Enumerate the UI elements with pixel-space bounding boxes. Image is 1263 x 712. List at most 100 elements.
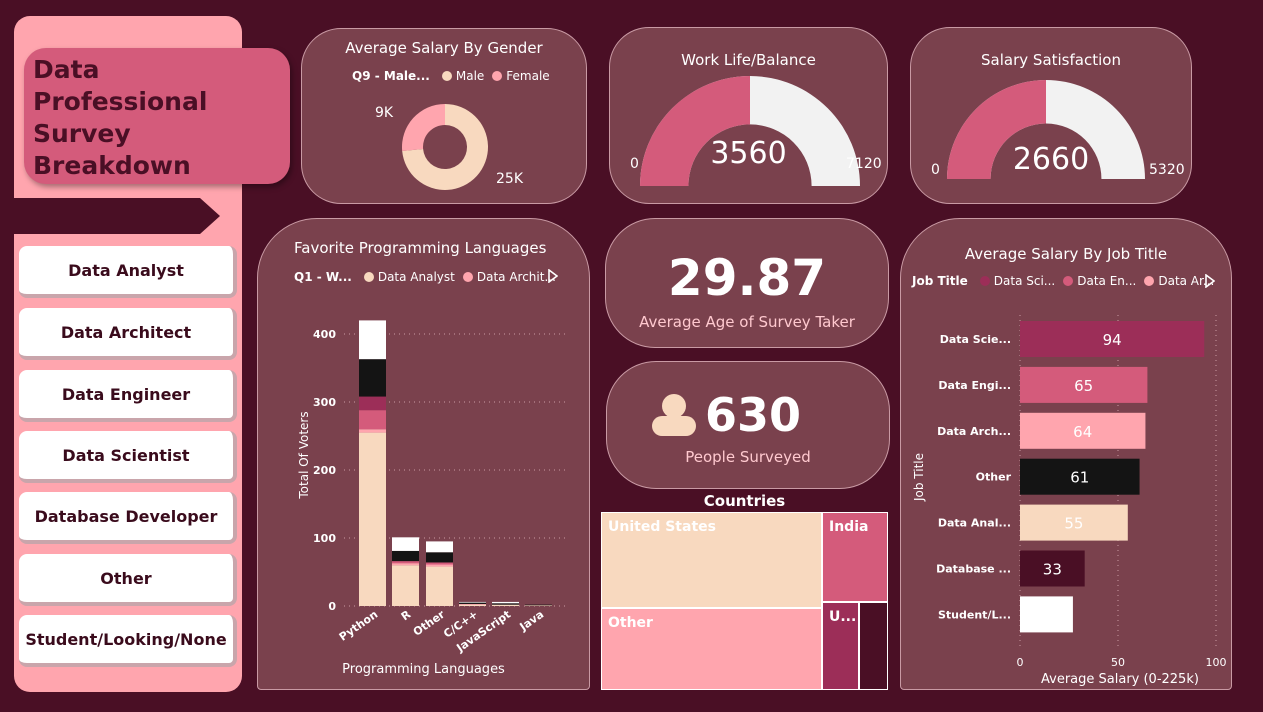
- y-tick-label: 400: [313, 328, 336, 341]
- treemap-tile-united-states[interactable]: United States: [601, 512, 822, 608]
- y-tick-label: 100: [313, 532, 336, 545]
- title-line: Professional: [33, 87, 208, 116]
- donut-label-male: 25K: [496, 171, 523, 187]
- bar[interactable]: [1020, 550, 1085, 587]
- bar[interactable]: [1020, 458, 1140, 495]
- gauge-fill: [640, 76, 750, 186]
- treemap-tile-india[interactable]: India: [822, 512, 888, 602]
- slicer-student[interactable]: Student/Looking/None: [19, 615, 237, 667]
- x-tick-label: R: [399, 608, 414, 624]
- y-axis-title: Total Of Voters: [297, 411, 311, 499]
- treemap-tile-u[interactable]: U...: [822, 602, 859, 690]
- legend-next-icon[interactable]: [1205, 274, 1215, 288]
- bar-segment[interactable]: [426, 541, 453, 553]
- slicer-data-scientist[interactable]: Data Scientist: [19, 431, 237, 483]
- bar[interactable]: [1020, 412, 1146, 449]
- data-label: 64: [1073, 423, 1092, 441]
- title-line: Data: [33, 55, 100, 84]
- card-title: Work Life/Balance: [681, 51, 816, 69]
- people-surveyed-value: 630: [705, 388, 802, 442]
- y-tick-label: Database ...: [936, 563, 1011, 576]
- card-title: Average Salary By Gender: [345, 39, 543, 57]
- legend-swatch: [1063, 276, 1074, 286]
- bar-segment[interactable]: [392, 563, 419, 566]
- treemap-tile-small[interactable]: [859, 602, 888, 690]
- bar-segment[interactable]: [492, 603, 519, 605]
- bar-segment[interactable]: [359, 432, 386, 606]
- bar-segment[interactable]: [359, 320, 386, 360]
- legend-item-female[interactable]: Female: [506, 69, 550, 83]
- bar-segment[interactable]: [359, 429, 386, 433]
- data-label: 55: [1064, 515, 1083, 533]
- people-surveyed-label: People Surveyed: [685, 448, 811, 466]
- person-icon: [652, 394, 696, 436]
- bar-segment[interactable]: [459, 603, 486, 605]
- legend-item[interactable]: Data Sci...: [993, 274, 1056, 288]
- legend-swatch: [363, 272, 374, 282]
- bar-segment[interactable]: [426, 552, 453, 563]
- bar[interactable]: [1020, 504, 1128, 541]
- legend-item-male[interactable]: Male: [455, 69, 485, 83]
- slicer-data-architect[interactable]: Data Architect: [19, 308, 237, 360]
- bar-segment[interactable]: [525, 604, 552, 606]
- countries-title: Countries: [703, 492, 786, 510]
- bar-segment[interactable]: [392, 565, 419, 606]
- dashboard-title: Data Professional Survey Breakdown: [24, 48, 290, 184]
- card-title: Salary Satisfaction: [981, 51, 1121, 69]
- bar-segment[interactable]: [426, 564, 453, 567]
- bar[interactable]: [1020, 366, 1148, 403]
- data-label: 65: [1074, 377, 1093, 395]
- treemap-tile-other[interactable]: Other: [601, 608, 822, 690]
- data-label: 33: [1043, 561, 1062, 579]
- gauge-min: 0: [931, 162, 940, 178]
- legend-item[interactable]: Data En...: [1077, 274, 1137, 288]
- bar[interactable]: [1020, 596, 1073, 633]
- card-title: Favorite Programming Languages: [294, 239, 547, 257]
- bar-segment[interactable]: [359, 396, 386, 411]
- bar-segment[interactable]: [459, 602, 486, 604]
- average-age-label: Average Age of Survey Taker: [639, 313, 855, 331]
- legend-item[interactable]: Data Archit...: [476, 270, 556, 284]
- donut-slice-male[interactable]: [402, 104, 488, 190]
- gauge-min: 0: [630, 156, 639, 172]
- bar-segment[interactable]: [359, 410, 386, 430]
- title-line: Breakdown: [33, 151, 191, 180]
- donut-slice-female[interactable]: [402, 104, 445, 151]
- bar-segment[interactable]: [459, 604, 486, 606]
- bar-segment[interactable]: [392, 537, 419, 551]
- legend-item[interactable]: Data Ar...: [1158, 274, 1215, 288]
- slicer-data-engineer[interactable]: Data Engineer: [19, 370, 237, 422]
- bar[interactable]: [1020, 321, 1205, 357]
- bar-segment[interactable]: [492, 601, 519, 604]
- y-axis-title: Job Title: [912, 453, 926, 502]
- bar-segment[interactable]: [426, 566, 453, 606]
- worklife-card: Work Life/Balance 3560 0 7120: [609, 27, 888, 204]
- slicer-other[interactable]: Other: [19, 554, 237, 606]
- x-tick-label: 0: [1017, 656, 1024, 669]
- x-axis-title: Average Salary (0-225k): [1041, 672, 1199, 687]
- salary-satisfaction-card: Salary Satisfaction 2660 0 5320: [910, 27, 1192, 204]
- y-tick-label: Data Arch...: [937, 425, 1011, 438]
- card-title: Average Salary By Job Title: [964, 245, 1168, 263]
- tile-label: Other: [608, 615, 653, 631]
- legend-swatch: [1144, 276, 1155, 286]
- legend-item[interactable]: Data Analyst: [377, 270, 455, 284]
- bar-segment[interactable]: [525, 605, 552, 606]
- x-tick-label: Other: [411, 607, 448, 638]
- languages-legend: Q1 - W... Data Analyst Data Archit...: [294, 270, 556, 284]
- legend-next-icon[interactable]: [548, 269, 558, 283]
- bar-segment[interactable]: [392, 561, 419, 564]
- bar-segment[interactable]: [492, 604, 519, 606]
- countries-treemap: United States India Other U...: [601, 512, 888, 690]
- bar-segment[interactable]: [426, 562, 453, 565]
- bar-segment[interactable]: [359, 359, 386, 397]
- legend-swatch: [462, 272, 473, 282]
- legend-title: Q9 - Male...: [352, 69, 430, 83]
- x-tick-label: Java: [517, 608, 547, 634]
- bar-segment[interactable]: [392, 550, 419, 562]
- bar-segment[interactable]: [459, 601, 486, 603]
- slicer-data-analyst[interactable]: Data Analyst: [19, 246, 237, 298]
- jobtitle-legend: Job Title Data Sci... Data En... Data Ar…: [912, 274, 1214, 288]
- legend-swatch: [979, 276, 990, 286]
- slicer-database-developer[interactable]: Database Developer: [19, 492, 237, 544]
